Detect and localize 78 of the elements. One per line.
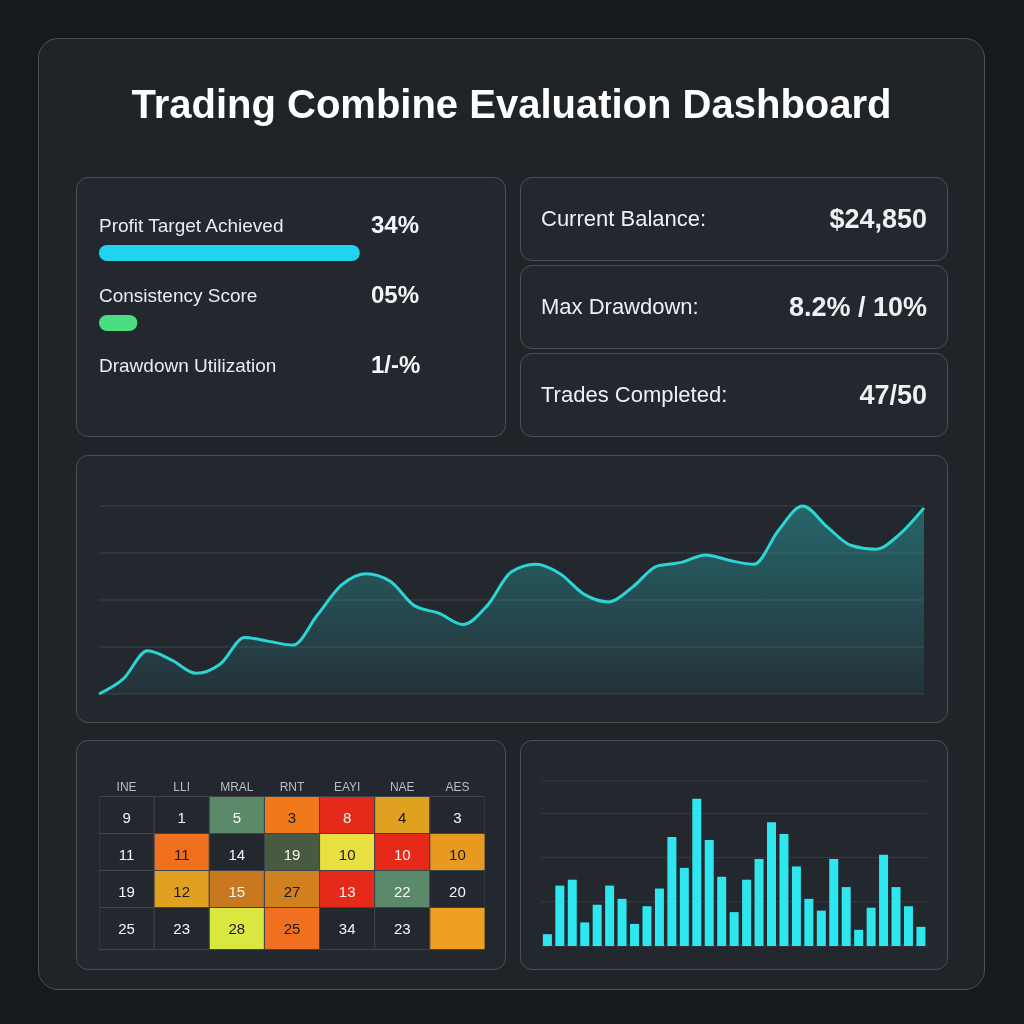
data-label: 27 <box>283 882 301 900</box>
x-tick-label: AES <box>445 780 470 794</box>
bar <box>542 934 552 946</box>
x-tick-label: INE <box>116 780 137 794</box>
bar <box>679 867 689 946</box>
bar <box>916 926 926 946</box>
data-label: 11 <box>118 845 135 863</box>
text: 47/50 <box>859 379 927 411</box>
data-label: 9 <box>122 808 131 826</box>
bar <box>717 876 727 946</box>
text: Trading Combine Evaluation Dashboard <box>130 82 893 127</box>
bar <box>791 866 801 946</box>
data-label: 10 <box>393 845 411 863</box>
bar <box>804 898 814 946</box>
bar <box>580 922 590 946</box>
data-label: 28 <box>228 919 246 937</box>
x-tick-label: RNT <box>279 780 305 794</box>
bar <box>630 923 640 946</box>
bar <box>742 879 752 946</box>
bar <box>704 839 714 946</box>
data-label: 13 <box>338 882 356 900</box>
bar <box>779 834 789 946</box>
bar <box>642 906 652 946</box>
data-label: 10 <box>338 845 356 863</box>
bar <box>854 929 864 946</box>
data-label: 34 <box>338 919 356 937</box>
bar <box>891 887 901 946</box>
data-label: 4 <box>398 808 407 826</box>
data-label: 22 <box>393 882 411 900</box>
y-tick-label: Drawdown Utilization <box>99 355 277 377</box>
data-label: 1 <box>177 808 186 826</box>
bar <box>605 885 615 946</box>
data-label: 05% <box>371 281 420 309</box>
text: Max Drawdown: <box>541 294 699 320</box>
bar <box>829 859 839 946</box>
text: $24,850 <box>829 203 927 235</box>
data-label: 11 <box>173 845 190 863</box>
text: Trades Completed: <box>541 382 728 408</box>
bar <box>654 888 664 946</box>
bar <box>903 906 913 946</box>
data-label: 15 <box>228 882 246 900</box>
data-label: 19 <box>283 845 301 863</box>
bar <box>841 887 851 946</box>
bar <box>567 879 577 946</box>
text: Current Balance: <box>541 206 707 232</box>
data-label: 3 <box>453 808 462 826</box>
x-tick-label: NAE <box>389 780 415 794</box>
data-label: 25 <box>118 919 135 937</box>
y-tick-label: Profit Target Achieved <box>99 215 284 237</box>
bar <box>592 904 602 946</box>
bar <box>767 822 776 946</box>
bar <box>555 885 565 946</box>
data-label: 14 <box>228 845 246 863</box>
data-label: 8 <box>342 808 352 826</box>
data-label: 23 <box>393 919 411 937</box>
bar <box>617 898 627 946</box>
x-tick-label: EAYI <box>333 780 361 794</box>
data-label: 12 <box>173 882 191 900</box>
data-label: 20 <box>449 882 466 900</box>
data-label: 19 <box>118 882 135 900</box>
bar <box>729 912 739 946</box>
data-label: 34% <box>371 211 420 239</box>
bar <box>866 907 876 946</box>
data-label: 5 <box>232 808 242 826</box>
x-tick-label: LLI <box>173 780 191 794</box>
data-label: 25 <box>283 919 301 937</box>
text: 8.2% / 10% <box>788 291 927 323</box>
bar <box>692 798 702 946</box>
data-label: 3 <box>287 808 297 826</box>
text: 1/-% <box>371 351 421 378</box>
data-label: 23 <box>173 919 191 937</box>
bar <box>879 854 889 946</box>
bar <box>667 836 677 946</box>
bar <box>816 910 826 946</box>
x-tick-label: MRAL <box>220 780 254 794</box>
data-label: 10 <box>449 845 466 863</box>
y-tick-label: Consistency Score <box>99 285 258 307</box>
bar <box>754 859 764 946</box>
